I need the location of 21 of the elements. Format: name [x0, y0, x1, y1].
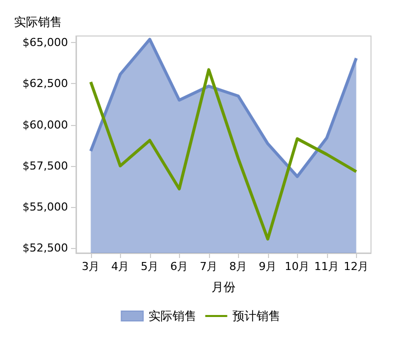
y-tick-label: $60,000 [22, 118, 68, 132]
x-tick-label: 10月 [284, 260, 310, 273]
x-tick-label: 11月 [314, 260, 340, 273]
x-tick-label: 8月 [229, 260, 248, 273]
x-tick-label: 7月 [200, 260, 218, 273]
x-tick-label: 9月 [258, 260, 277, 273]
y-tick-label: $57,500 [22, 159, 68, 172]
x-tick-label: 6月 [170, 260, 188, 273]
line-series [89, 68, 358, 241]
legend-label: 预计销售 [232, 309, 280, 323]
y-tick-label: $55,000 [22, 200, 68, 214]
y-axis-title: 实际销售 [14, 15, 62, 29]
legend-label: 实际销售 [148, 309, 196, 323]
x-tick-label: 4月 [111, 260, 130, 273]
x-axis-title: 月份 [212, 280, 236, 294]
x-tick-label: 5月 [140, 260, 159, 273]
x-tick-label: 12月 [344, 260, 369, 273]
y-tick-label: $62,500 [22, 77, 68, 90]
y-tick-label: $65,000 [22, 36, 68, 50]
y-tick-label: $52,500 [22, 242, 68, 255]
x-tick-label: 3月 [82, 260, 100, 273]
